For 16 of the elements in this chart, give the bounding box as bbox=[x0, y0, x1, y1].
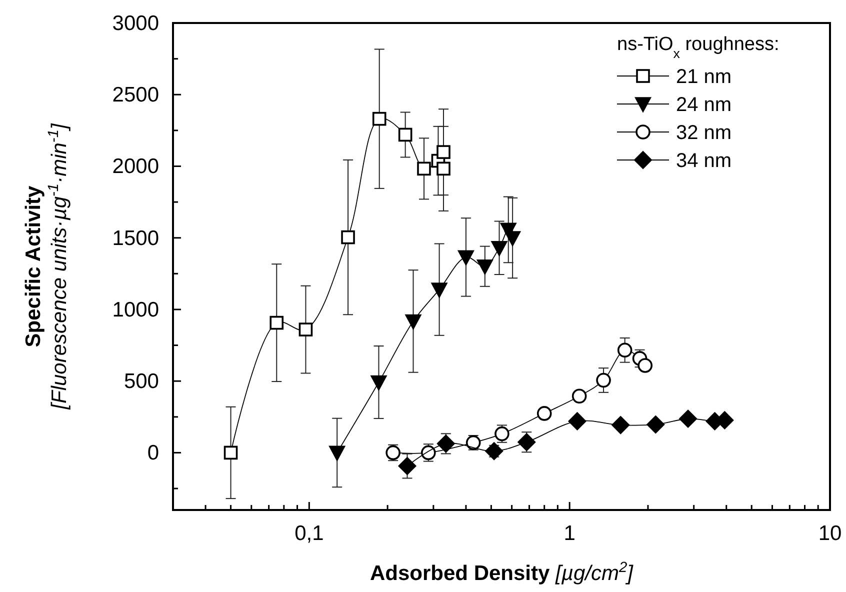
legend-label: 21 nm bbox=[676, 66, 732, 88]
y-tick-label: 1000 bbox=[112, 298, 159, 322]
legend-label: 34 nm bbox=[676, 150, 732, 172]
y-tick-label: 0 bbox=[147, 442, 159, 465]
y-tick-label: 3000 bbox=[112, 12, 159, 35]
legend-label: 32 nm bbox=[676, 122, 732, 144]
y-tick-label: 1500 bbox=[112, 226, 159, 250]
y-tick-label: 2500 bbox=[112, 84, 159, 107]
y-tick-label: 2000 bbox=[112, 155, 159, 178]
x-tick-label: 0,1 bbox=[294, 522, 324, 545]
x-tick-label: 1 bbox=[564, 522, 576, 545]
legend-title: ns-TiO$_{x}$ roughness: bbox=[617, 34, 780, 60]
legend-label: 24 nm bbox=[676, 94, 732, 116]
y-tick-label: 500 bbox=[124, 370, 159, 394]
x-axis-title: Adsorbed Density [µg/cm$^{2}$] bbox=[370, 560, 634, 585]
x-tick-label: 10 bbox=[818, 522, 842, 545]
